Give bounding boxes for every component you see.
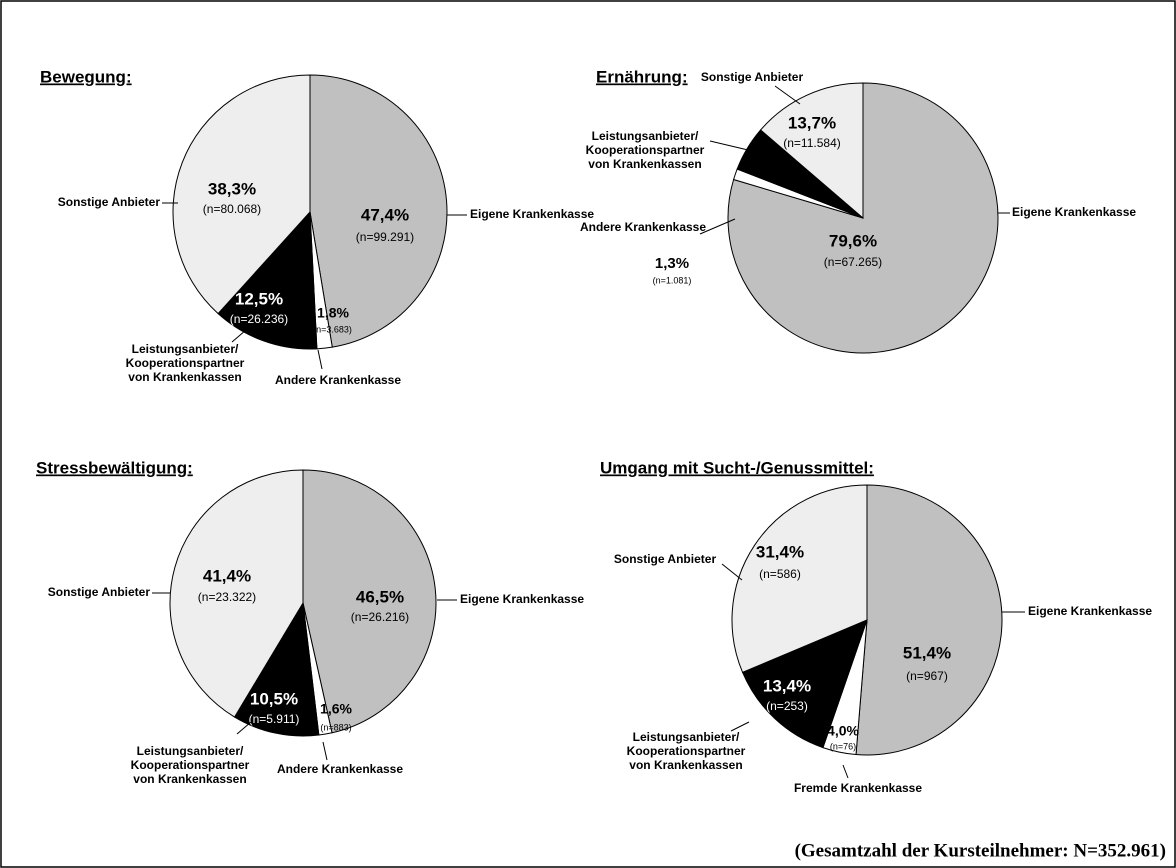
value-label: 41,4%: [203, 566, 251, 585]
count-label: (n=76): [830, 741, 856, 751]
pie-slice: [302, 469, 437, 734]
value-label: 1,3%: [655, 255, 689, 272]
pie-slice: [217, 210, 318, 350]
category-label: Leistungsanbieter/Kooperationspartner von…: [586, 129, 705, 171]
leader-line: [730, 721, 750, 732]
category-label: Sonstige Anbieter: [58, 195, 161, 209]
pie-slice: [169, 469, 304, 718]
count-label: (n=4.594): [645, 197, 684, 207]
category-label: Sonstige Anbieter: [48, 585, 151, 599]
pie-chart: Ernährung: 79,6% (n=67.265) Eigene Krankenk…: [580, 67, 1136, 354]
category-label: Andere Krankenkasse: [580, 220, 706, 234]
count-label: (n=967): [906, 669, 948, 683]
value-label: 12,5%: [235, 289, 283, 308]
pie-slice: [855, 484, 1003, 756]
pie-slice: [172, 74, 311, 315]
value-label: 47,4%: [361, 205, 409, 224]
value-label: 1,8%: [317, 305, 349, 321]
category-label: Eigene Krankenkasse: [1012, 205, 1136, 219]
value-label: 1,6%: [320, 701, 352, 717]
count-label: n=3.683): [316, 324, 352, 334]
leader-line: [721, 563, 743, 581]
count-label: (n=26.216): [351, 610, 409, 624]
footnote: (Gesamtzahl der Kursteilnehmer: N=352.96…: [795, 840, 1166, 861]
count-label: (n=253): [766, 699, 808, 713]
count-label: (n=23.322): [198, 590, 256, 604]
leader-line: [317, 349, 323, 370]
category-label: Leistungsanbieter/Kooperationspartner von…: [126, 342, 245, 384]
category-label: Eigene Krankenkasse: [460, 592, 584, 606]
count-label: (n=99.291): [356, 230, 414, 244]
count-label: (n=80.068): [203, 202, 261, 216]
value-label: 79,6%: [829, 231, 877, 250]
category-label: Sonstige Anbieter: [614, 552, 717, 566]
count-label: (n=5.911): [249, 712, 300, 726]
count-label: (n=11.584): [783, 136, 841, 150]
pie-slice: [309, 74, 448, 348]
leader-line: [842, 764, 849, 779]
chart-title: Bewegung:: [40, 67, 132, 86]
pie-slice: [759, 82, 864, 220]
category-label: Andere Krankenkasse: [277, 762, 403, 776]
category-label: Fremde Krankenkasse: [794, 781, 922, 795]
count-label: (n=883): [320, 722, 351, 732]
value-label: 4,0%: [827, 723, 859, 739]
value-label: 51,4%: [903, 643, 951, 662]
leader-line: [699, 218, 736, 235]
count-label: (n=586): [759, 567, 801, 581]
value-label: 38,3%: [208, 179, 256, 198]
pie-slice: [233, 601, 320, 737]
value-label: 31,4%: [756, 542, 804, 561]
category-label: Eigene Krankenkasse: [470, 207, 594, 221]
pie-chart: Umgang mit Sucht-/Genussmittel: 51,4% (n=9…: [600, 458, 1152, 795]
pie-chart: Stressbewältigung: 46,5% (n=26.216) Eigene …: [36, 458, 584, 786]
leader-line: [774, 85, 801, 105]
pie-slice: [731, 484, 868, 674]
value-label: 10,5%: [250, 689, 298, 708]
count-label: (n=67.265): [824, 255, 882, 269]
count-label: (n=1.081): [653, 275, 692, 285]
category-label: Eigene Krankenkasse: [1028, 604, 1152, 618]
category-label: Andere Krankenkasse: [275, 373, 401, 387]
pie-chart: Bewegung: 47,4% (n=99.291) Eigene Krankenka…: [40, 67, 594, 387]
value-label: 13,4%: [763, 676, 811, 695]
chart-title: Stressbewältigung:: [36, 458, 193, 477]
leader-line: [231, 329, 247, 343]
chart-title: Umgang mit Sucht-/Genussmittel:: [600, 458, 874, 477]
category-label: Leistungsanbieter/Kooperationspartner von…: [131, 744, 250, 786]
leader-line: [709, 140, 749, 151]
value-label: 13,7%: [788, 113, 836, 132]
value-label: 46,5%: [356, 587, 404, 606]
pie-slice: [741, 619, 868, 749]
leader-line: [322, 741, 328, 761]
count-label: (n=26.236): [230, 312, 288, 326]
category-label: Leistungsanbieter/Kooperationspartner von…: [627, 730, 746, 772]
value-label: 5,4%: [647, 178, 681, 195]
chart-title: Ernährung:: [596, 67, 688, 86]
leader-line: [236, 721, 252, 735]
category-label: Sonstige Anbieter: [701, 70, 804, 84]
